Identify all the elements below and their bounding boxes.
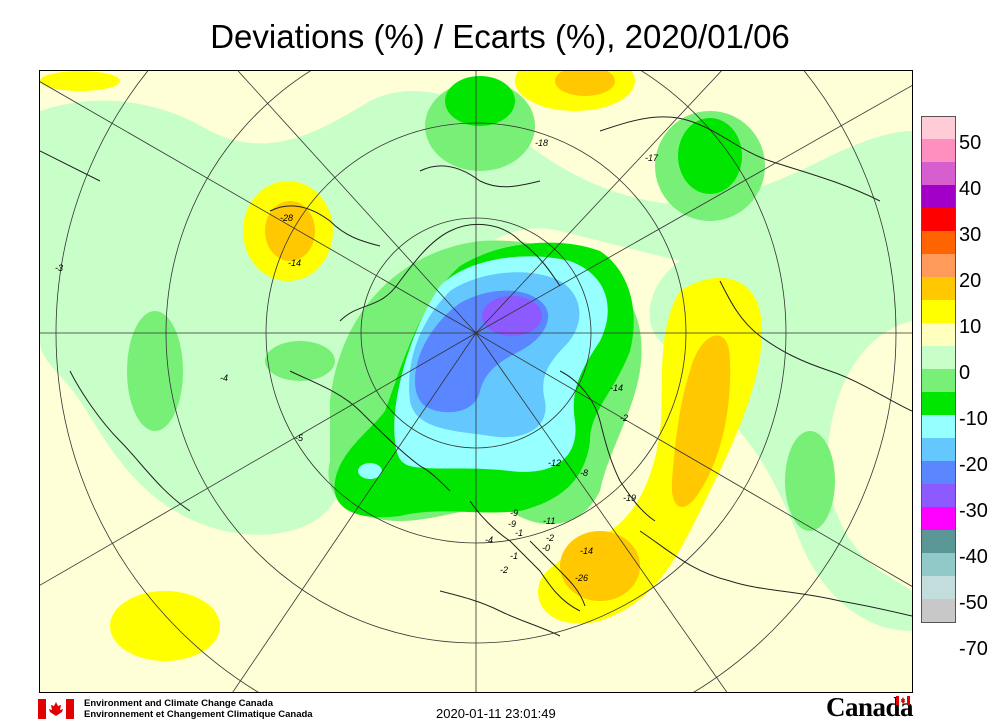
legend-swatch [921,116,956,140]
contour-label: -18 [535,138,548,148]
polar-map: -14 -28 -3 -4 -5 -17 -18 -14 -2 -8 -19 -… [39,70,913,693]
legend-swatch [921,484,956,507]
legend-label: -20 [959,454,988,476]
anomaly-fill-purple [482,296,542,336]
legend-label: -50 [959,592,988,614]
legend-swatch [921,277,956,300]
contour-label: -28 [280,213,293,223]
legend-swatch [921,392,956,415]
legend-label: -10 [959,408,988,430]
legend-swatch [921,185,956,208]
legend-swatch [921,346,956,369]
contour-label: -17 [645,153,659,163]
legend-label: 20 [959,270,982,292]
legend-swatch [921,369,956,392]
legend-swatch [921,576,956,599]
generated-timestamp: 2020-01-11 23:01:49 [436,706,556,721]
legend-swatch [921,553,956,576]
legend-label: -70 [959,638,988,660]
legend-swatch [921,323,956,346]
contour-label: -19 [623,493,636,503]
contour-label: -14 [610,383,623,393]
contour-label: -1 [515,528,523,538]
color-legend: 50 40 30 20 10 0 -10 -20 -30 -40 -50 -70 [921,116,1000,660]
contour-label: -12 [548,458,561,468]
contour-label: -2 [546,533,554,543]
legend-swatch [921,415,956,438]
legend-label: 50 [959,132,982,154]
wordmark-flag-icon [896,696,910,705]
contour-label: -1 [510,551,518,561]
contour-label: -9 [510,508,518,518]
organization-name-fr: Environnement et Changement Climatique C… [84,709,313,720]
legend-swatch [921,599,956,623]
contour-label: -26 [575,573,588,583]
canada-flag-icon [38,699,74,719]
legend-swatch [921,530,956,553]
organization-name-en: Environment and Climate Change Canada [84,698,273,709]
legend-swatch [921,461,956,484]
contour-label: -11 [543,516,555,526]
contour-label: -9 [508,519,516,529]
contour-label: -3 [55,263,63,273]
legend-swatch [921,208,956,231]
legend-label: -40 [959,546,988,568]
contour-label: -0 [542,543,550,553]
legend-label: -30 [959,500,988,522]
graticule [40,71,912,692]
legend-label: 0 [959,362,971,384]
contour-label: -2 [620,413,628,423]
legend-swatch [921,162,956,185]
contour-label: -4 [485,535,493,545]
legend-swatch [921,139,956,162]
coastlines [40,116,912,637]
legend-swatch [921,507,956,530]
chart-title: Deviations (%) / Ecarts (%), 2020/01/06 [210,18,790,55]
legend-label: 40 [959,178,982,200]
legend-label: 30 [959,224,982,246]
contour-label: -4 [220,373,228,383]
legend-swatch [921,254,956,277]
organization-name: Environment and Climate Change Canada En… [84,698,313,720]
legend-swatch [921,438,956,461]
contour-labels: -14 -28 -3 -4 -5 -17 -18 -14 -2 -8 -19 -… [55,138,659,583]
anomaly-fill-orange [265,71,731,601]
contour-label: -14 [288,258,301,268]
legend-swatch [921,231,956,254]
legend-label: 10 [959,316,982,338]
contour-label: -5 [295,433,304,443]
legend-swatch [921,300,956,323]
contour-label: -2 [500,565,508,575]
contour-label: -14 [580,546,593,556]
contour-label: -8 [580,468,588,478]
